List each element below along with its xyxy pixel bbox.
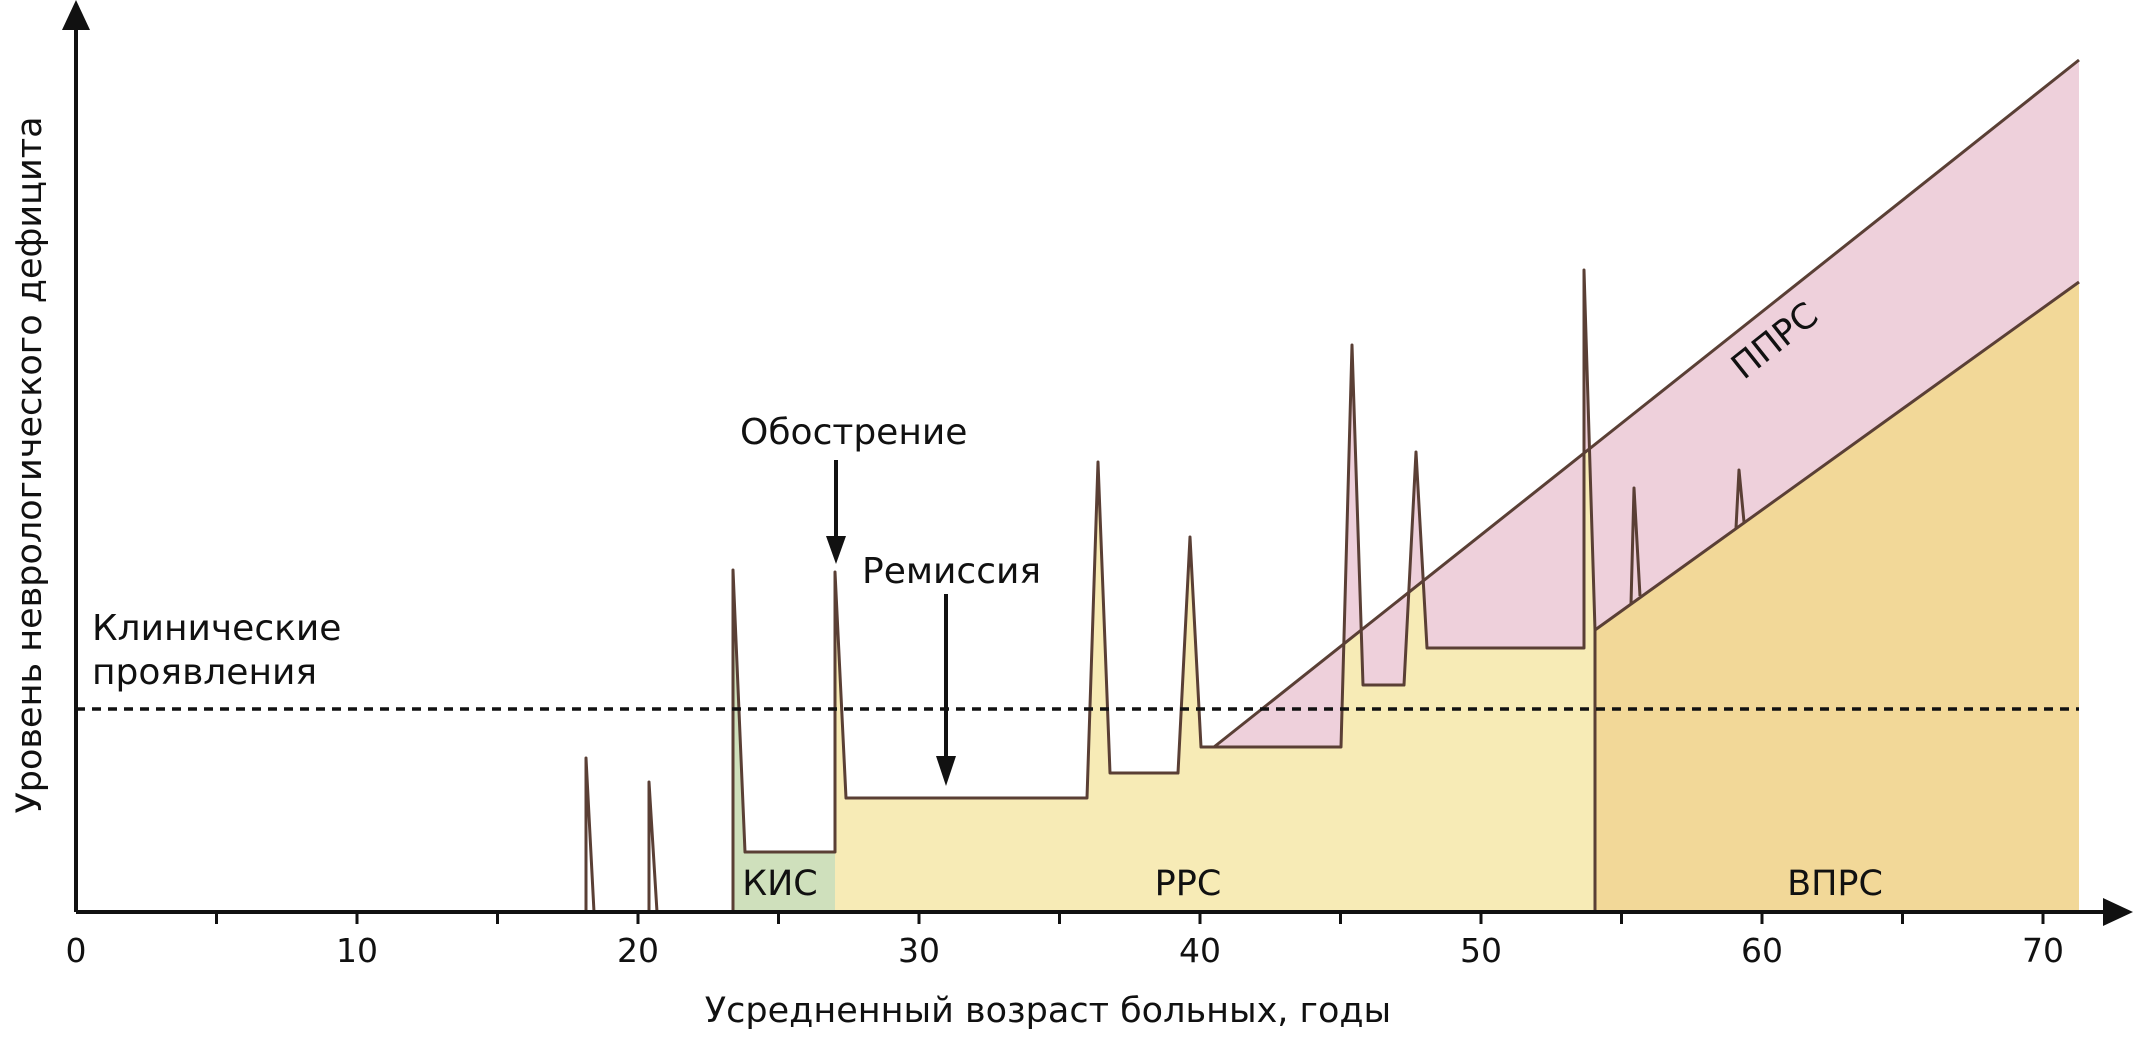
relapse-spike-early-1 <box>584 756 596 913</box>
remission-arrowhead <box>936 756 956 786</box>
x-tick-label-50: 50 <box>1460 931 1502 970</box>
x-axis-ticks <box>215 912 2045 924</box>
vprs-relapse-spike-2 <box>1734 468 1746 529</box>
rrs-label: РРС <box>1155 864 1222 904</box>
relapsing-course-line <box>731 268 1597 912</box>
x-tick-label-40: 40 <box>1179 931 1221 970</box>
relapse-spike-early-2 <box>647 780 659 913</box>
clinical-threshold-label-line-1: Клинические <box>92 608 341 649</box>
rrs-region-fill <box>835 270 1595 912</box>
y-axis-title: Уровень неврологического дефицита <box>10 116 50 813</box>
x-tick-label-30: 30 <box>898 931 940 970</box>
vprs-relapse-spike-1 <box>1629 486 1642 605</box>
kis-label: КИС <box>742 864 817 904</box>
x-axis-tick-labels: 0 10 20 30 40 50 60 70 <box>66 931 2065 970</box>
vprs-upper-boundary <box>1594 280 2080 632</box>
remission-label: Ремиссия <box>862 551 1041 592</box>
kis-region-fill <box>733 570 835 912</box>
x-tick-label-60: 60 <box>1741 931 1783 970</box>
x-tick-label-70: 70 <box>2022 931 2064 970</box>
clinical-threshold-label-line-2: проявления <box>92 652 317 693</box>
x-axis-title: Усредненный возраст больных, годы <box>705 991 1391 1031</box>
vprs-region-fill <box>1595 282 2079 912</box>
x-tick-label-0: 0 <box>66 931 87 970</box>
clinical-threshold-label: Клинические проявления <box>92 608 341 693</box>
y-axis-arrowhead <box>62 0 90 30</box>
x-tick-label-10: 10 <box>336 931 378 970</box>
x-axis-arrowhead <box>2103 898 2133 926</box>
x-tick-label-20: 20 <box>617 931 659 970</box>
exacerbation-arrowhead <box>826 536 846 564</box>
vprs-label: ВПРС <box>1787 864 1883 904</box>
exacerbation-label: Обострение <box>740 412 967 453</box>
pprs-upper-boundary <box>1213 58 2080 749</box>
